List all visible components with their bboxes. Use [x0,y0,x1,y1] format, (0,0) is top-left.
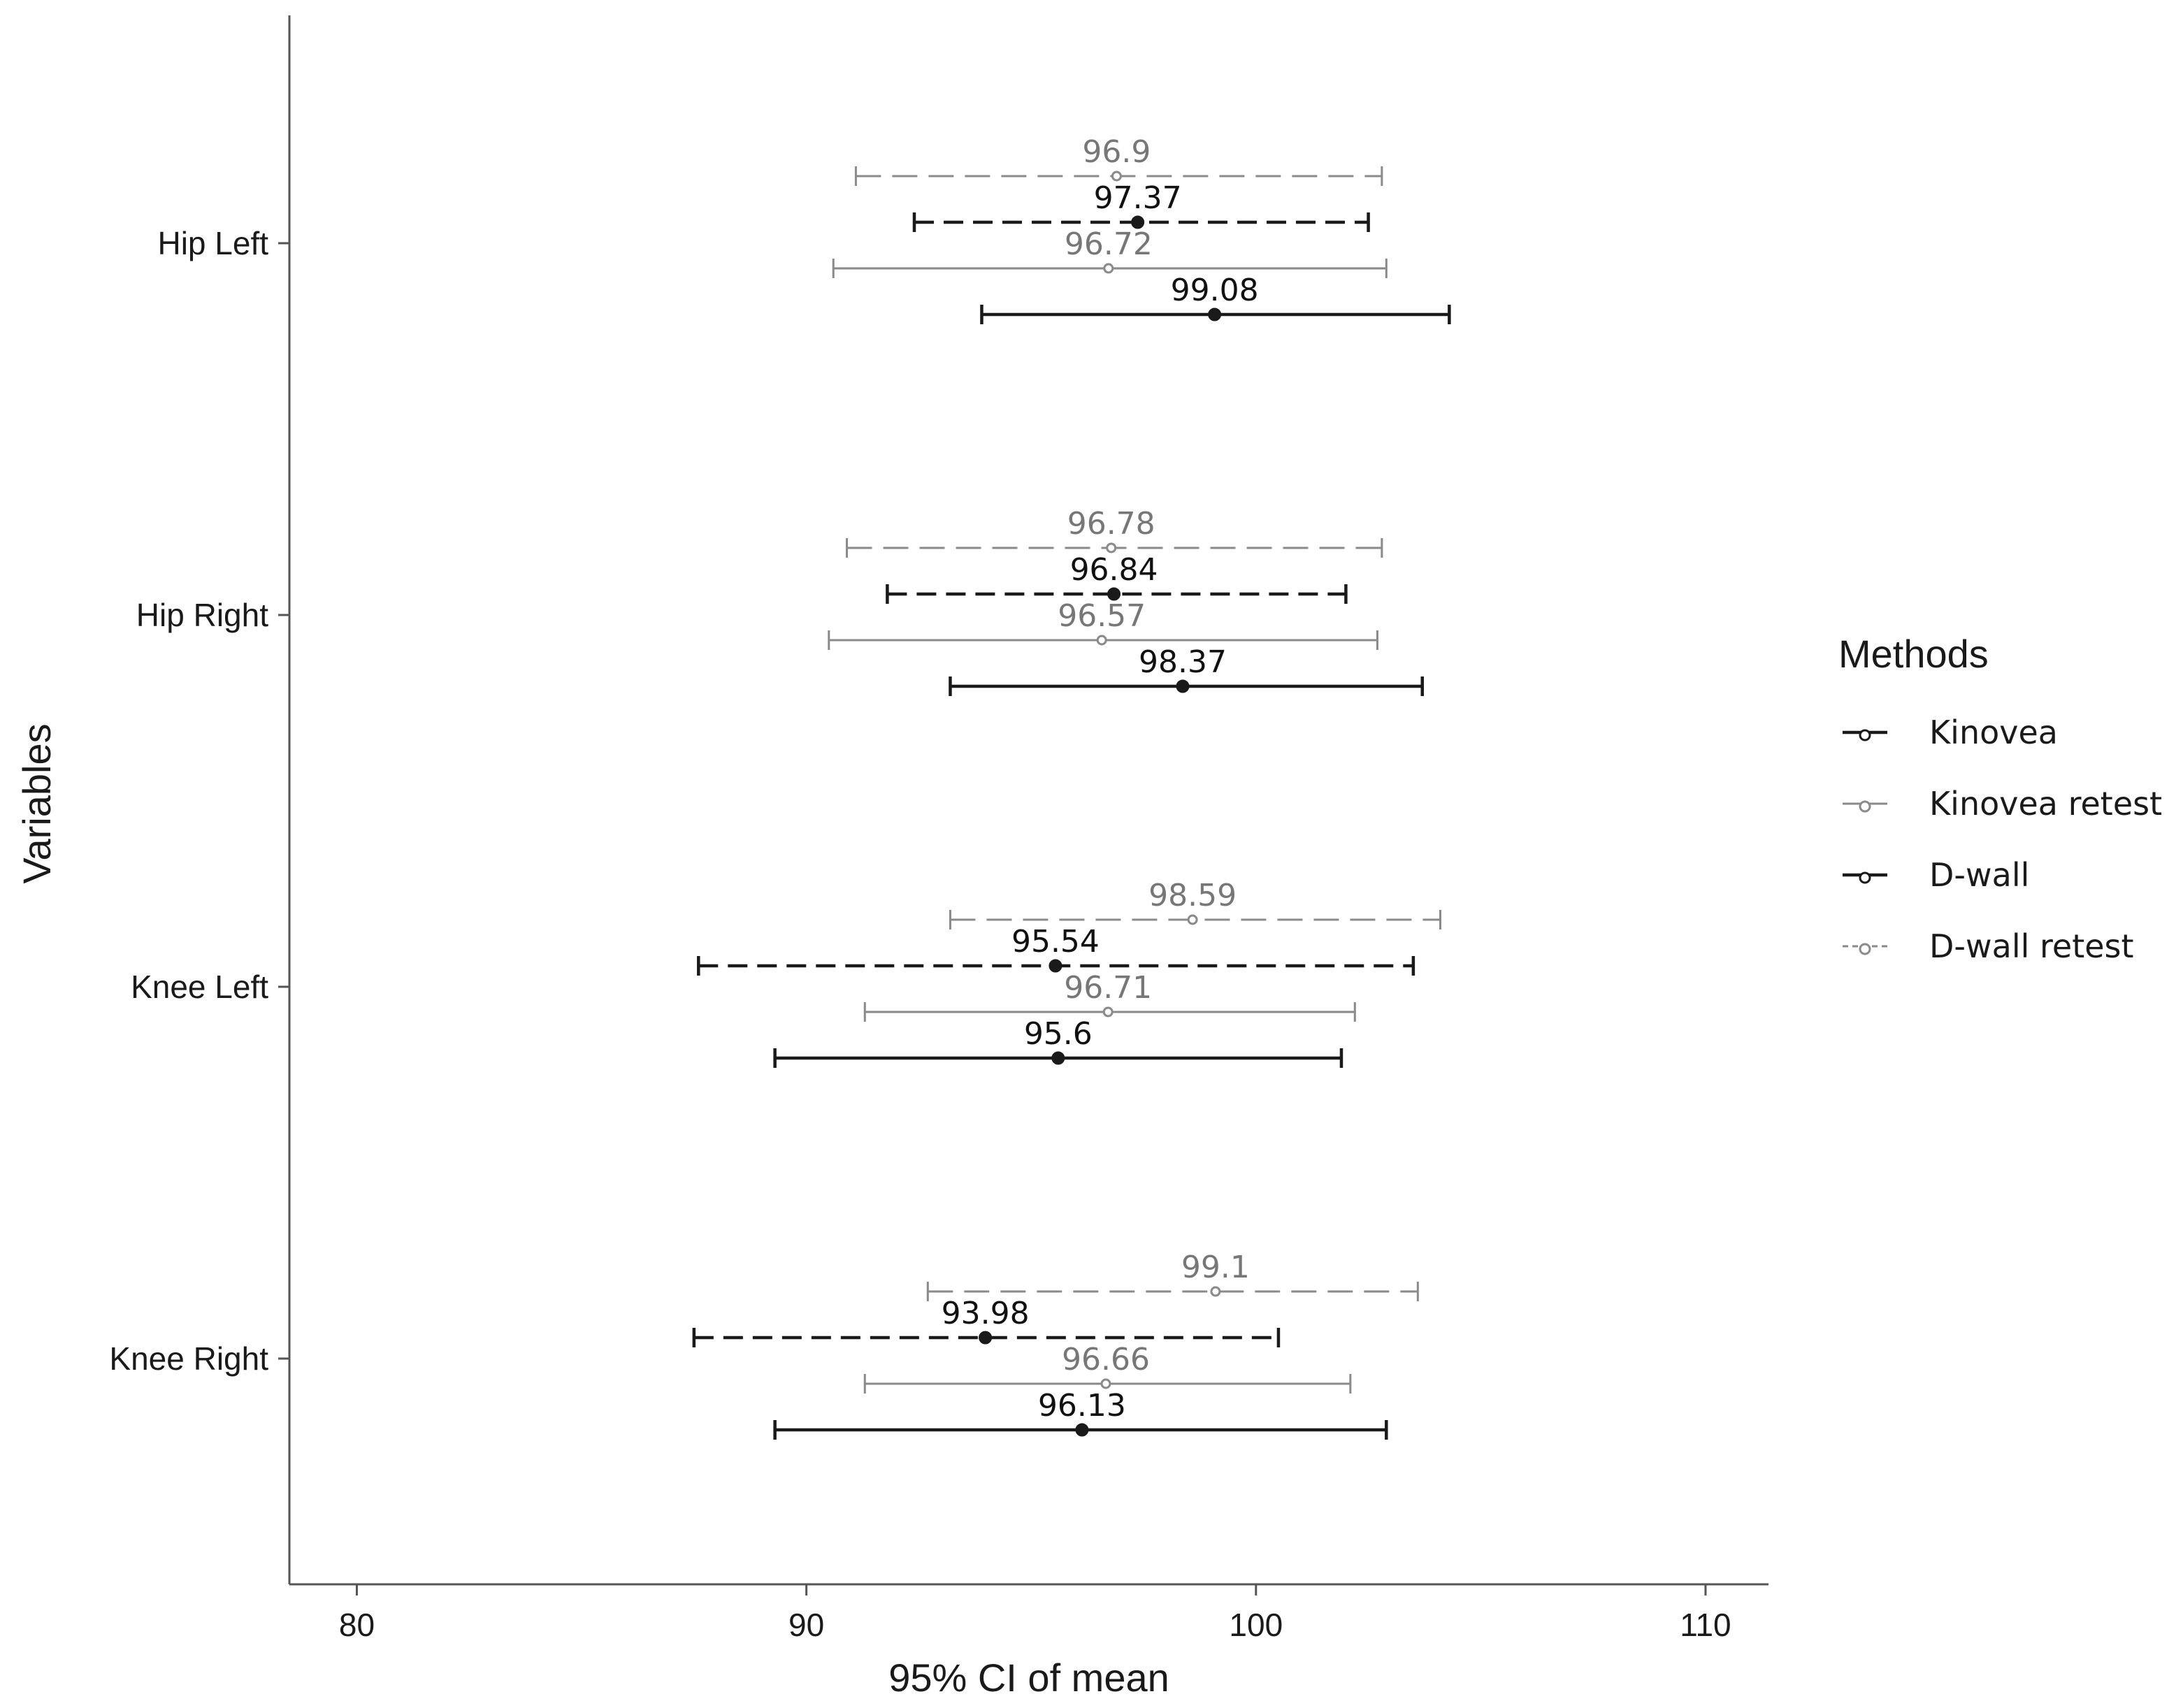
errorbar-kinovea: 96.13 [773,1388,1388,1440]
legend-key-point [1859,943,1871,955]
mean-point [1102,1006,1114,1018]
data-label: 96.13 [1038,1388,1126,1424]
legend-item: Kinovea retest [1843,785,2162,823]
mean-point [1103,263,1114,274]
data-label: 99.08 [1171,273,1259,308]
mean-point [1051,1051,1065,1065]
data-label: 93.98 [942,1296,1030,1331]
data-label: 96.71 [1064,970,1152,1006]
errorbar-kinovea: 98.37 [949,644,1425,696]
legend: Methods Kinovea Kinovea retest D-wall D-wal… [1838,632,2162,965]
data-label: 97.37 [1094,180,1182,216]
legend-item: D-wall [1843,856,2029,894]
mean-point [1176,679,1190,693]
errorbar-d-wall-retest: 96.78 [846,506,1383,558]
errorbar-kinovea-retest: 96.72 [832,226,1388,278]
mean-point [1187,914,1198,925]
data-label: 95.54 [1011,924,1100,960]
legend-label: Kinovea retest [1929,785,2162,823]
errorbar-d-wall: 95.54 [697,924,1415,976]
mean-point [1111,171,1122,182]
mean-point [1075,1423,1089,1437]
legend-label: D-wall [1929,856,2029,894]
mean-point [1131,215,1145,229]
errorbar-kinovea: 99.08 [980,273,1451,324]
x-tick-label: 100 [1229,1607,1283,1643]
errorbar-d-wall: 93.98 [692,1296,1281,1347]
errorbar-kinovea: 95.6 [773,1016,1343,1068]
errorbar-d-wall: 97.37 [912,180,1370,232]
y-axis-title: Variables [15,723,59,883]
x-tick-label: 110 [1680,1607,1731,1643]
legend-item: Kinovea [1843,714,2058,751]
data-label: 98.59 [1148,878,1237,913]
y-tick-label: Knee Left [131,969,268,1005]
mean-point [1208,307,1222,321]
legend-key-point [1859,800,1871,813]
legend-key-point [1859,871,1871,884]
errorbar-kinovea-retest: 96.71 [863,970,1356,1022]
y-tick-label: Knee Right [109,1340,268,1377]
data-label: 96.9 [1082,134,1151,170]
legend-title: Methods [1838,632,1989,676]
legend-key-point [1859,729,1871,741]
x-tick-label: 90 [788,1607,824,1643]
data-label: 96.57 [1058,598,1146,634]
x-axis-title: 95% CI of mean [888,1656,1169,1700]
data-label: 96.84 [1070,552,1158,588]
mean-point [1049,959,1062,973]
legend-label: D-wall retest [1929,927,2134,965]
mean-point [1096,635,1107,646]
legend-item: D-wall retest [1843,927,2134,965]
errorbar-d-wall-retest: 99.1 [926,1250,1419,1301]
mean-point [1106,542,1117,553]
data-label: 96.78 [1067,506,1155,542]
mean-point [1100,1378,1111,1389]
errorbar-d-wall-retest: 96.9 [854,134,1383,186]
data-label: 99.1 [1181,1250,1250,1285]
errorbar-d-wall: 96.84 [886,552,1348,604]
data-label: 95.6 [1024,1016,1093,1052]
mean-point [1107,587,1121,601]
x-tick-label: 80 [339,1607,375,1643]
y-tick-label: Hip Right [136,597,268,633]
data-label: 96.72 [1065,226,1153,262]
data-label: 98.37 [1139,644,1227,680]
errorbar-kinovea-retest: 96.57 [828,598,1378,650]
y-tick-label: Hip Left [157,225,268,261]
data-label: 96.66 [1062,1342,1150,1377]
legend-label: Kinovea [1929,714,2058,751]
errorbar-kinovea-retest: 96.66 [863,1342,1352,1394]
mean-point [979,1331,993,1345]
errorbar-d-wall-retest: 98.59 [949,878,1441,929]
mean-point [1210,1286,1221,1297]
